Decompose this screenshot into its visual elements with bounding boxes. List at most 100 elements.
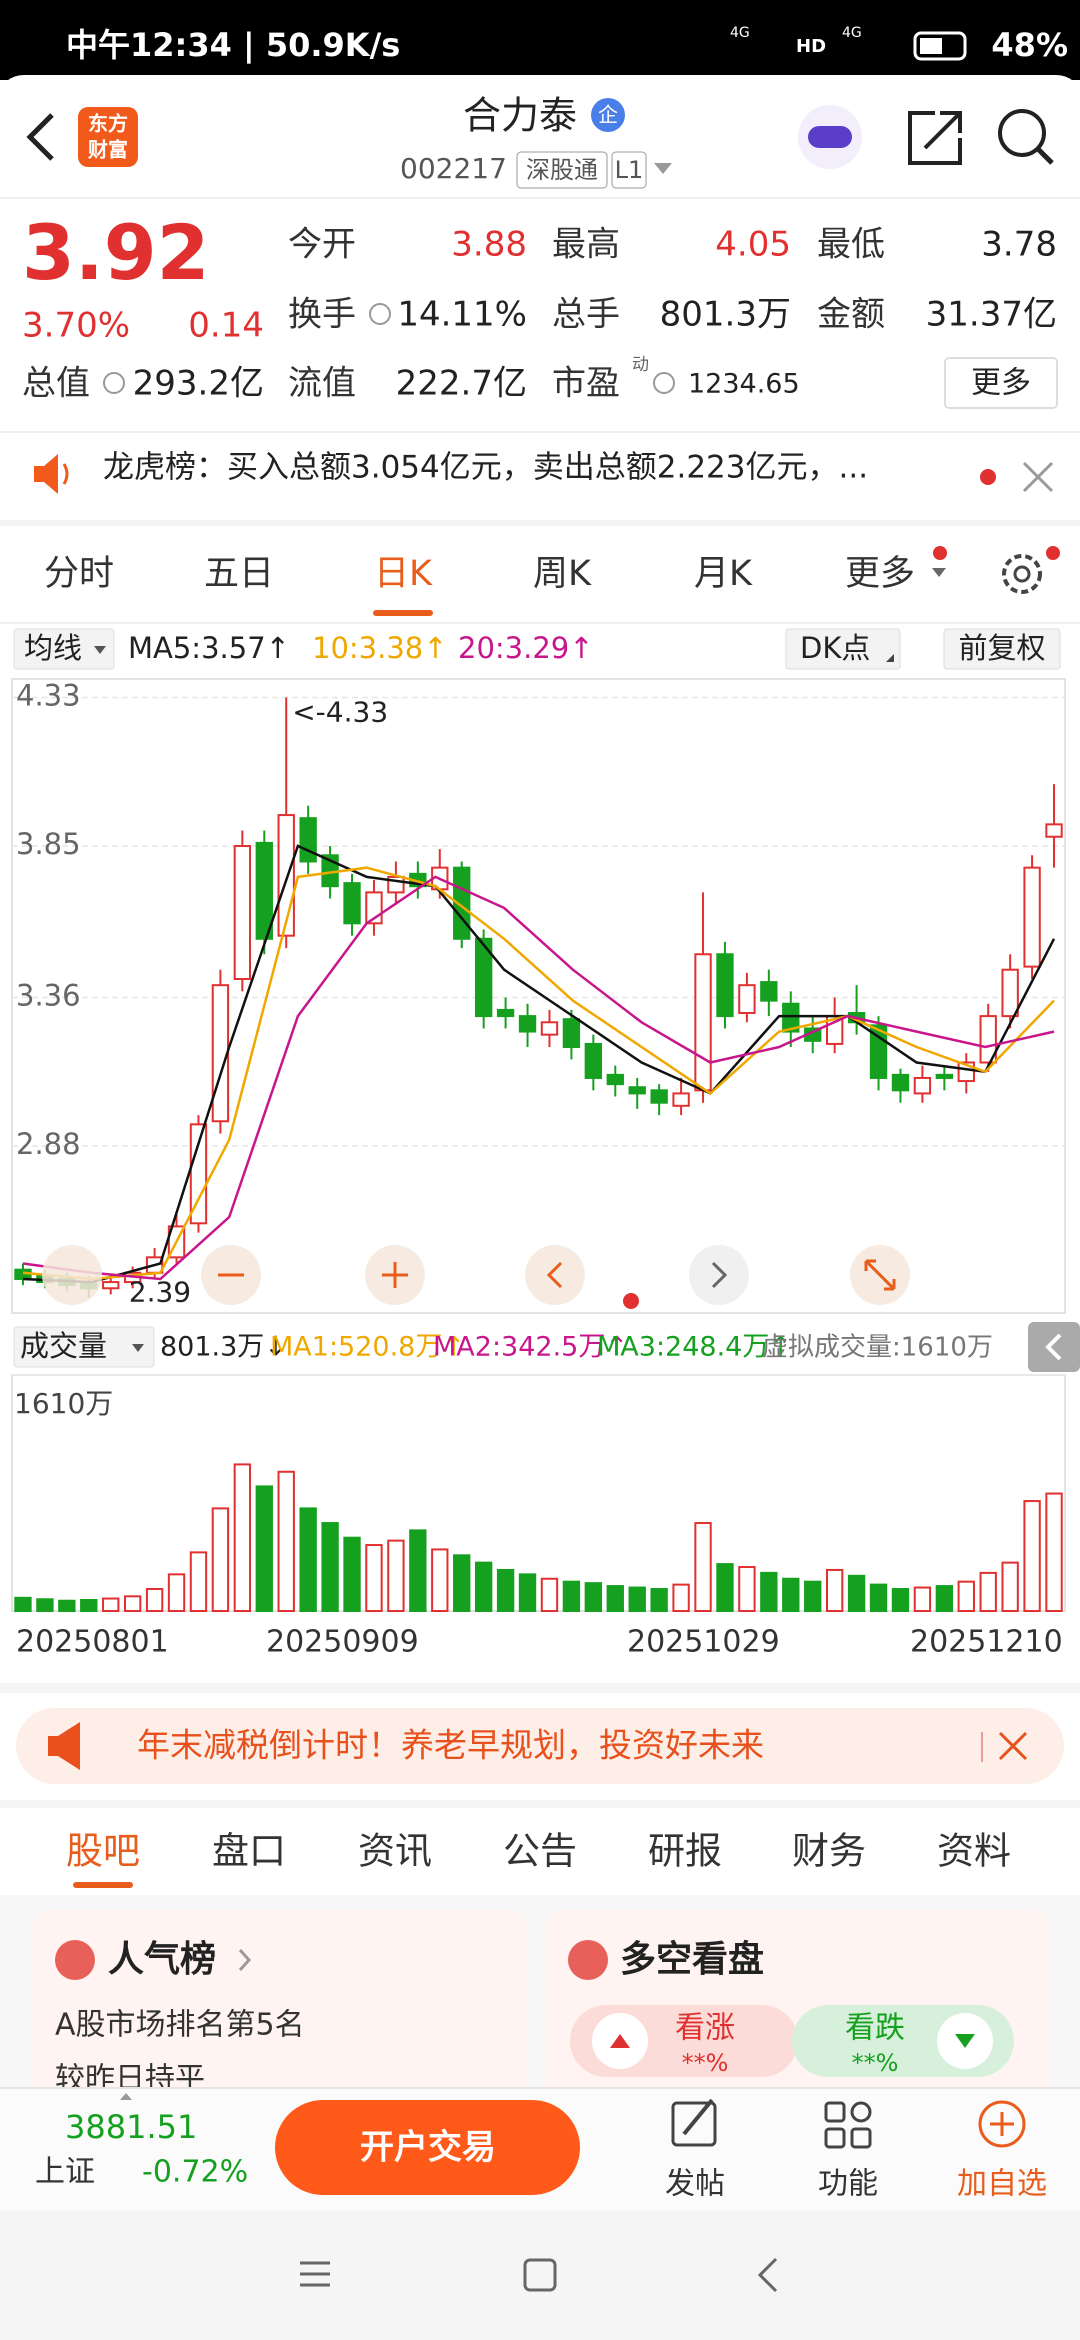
volume-bar — [167, 1573, 186, 1612]
dropdown-icon[interactable] — [654, 163, 672, 174]
left-icon — [546, 1261, 563, 1289]
tab-underline — [73, 1882, 133, 1888]
add-icon[interactable] — [978, 2100, 1026, 2148]
volume-bar — [847, 1574, 866, 1612]
volume-bar — [913, 1586, 932, 1613]
share-icon[interactable] — [908, 111, 962, 165]
candle-body — [255, 841, 273, 940]
info-icon[interactable] — [369, 303, 391, 325]
low-annotation: 2.39 — [129, 1276, 191, 1309]
promo-banner[interactable] — [16, 1708, 1064, 1784]
candle-body — [211, 984, 230, 1123]
dropdown-icon — [94, 646, 106, 654]
close-news[interactable] — [1022, 461, 1054, 493]
field-value: 4.05 — [715, 225, 791, 265]
nav-home[interactable] — [523, 2258, 557, 2292]
back-button[interactable] — [26, 113, 54, 161]
more-button[interactable] — [944, 357, 1058, 409]
content-tab-active[interactable]: 股吧 — [66, 1830, 140, 1873]
volume-bar — [145, 1588, 164, 1613]
bull-icon — [610, 2034, 630, 2048]
content-tab[interactable]: 研报 — [648, 1830, 722, 1873]
header-bg — [0, 75, 1080, 115]
bear-label: 看跌 — [845, 2011, 905, 2046]
search-icon[interactable] — [998, 109, 1046, 157]
content-tab[interactable]: 资料 — [937, 1830, 1011, 1873]
speaker-wave — [62, 463, 69, 485]
nav-menu[interactable] — [300, 2261, 330, 2287]
trade-button[interactable] — [275, 2100, 580, 2195]
field-value: 222.7亿 — [396, 364, 527, 404]
volume-bar — [738, 1566, 756, 1613]
card-title: 多空看盘 — [620, 1938, 764, 1980]
badge — [591, 98, 625, 132]
stock-code: 002217 — [400, 152, 507, 185]
content-tab[interactable]: 财务 — [792, 1830, 866, 1873]
content-tab[interactable]: 资讯 — [358, 1830, 432, 1873]
settings-core — [1013, 565, 1031, 583]
content-tab[interactable]: 公告 — [503, 1830, 577, 1873]
battery-icon — [913, 31, 967, 61]
candle-body — [233, 845, 252, 980]
ma-selector[interactable] — [13, 628, 115, 670]
control-button[interactable] — [525, 1245, 585, 1305]
volume-bar — [1023, 1500, 1041, 1613]
info-icon[interactable] — [103, 372, 125, 394]
volume-bar — [211, 1507, 230, 1613]
stock-name: 合力泰 — [463, 94, 577, 138]
content-tab[interactable]: 盘口 — [212, 1830, 286, 1873]
adjust-button[interactable] — [943, 628, 1061, 670]
tab[interactable]: 月K — [694, 554, 753, 594]
candle-body — [672, 1092, 690, 1107]
candle-body — [299, 817, 317, 863]
status-time: 中午12:34 | 50.9K/s — [66, 26, 400, 65]
divider — [0, 520, 1080, 526]
candle-body — [496, 1008, 515, 1018]
volume-bar — [1001, 1561, 1019, 1612]
add-plus — [990, 2112, 1014, 2136]
tab[interactable]: 分时 — [44, 554, 114, 594]
post-icon[interactable] — [671, 2101, 717, 2147]
tab[interactable]: 更多 — [845, 554, 915, 594]
settings-dot — [1046, 546, 1060, 560]
control-button[interactable] — [689, 1245, 749, 1305]
candle-body — [760, 981, 778, 1002]
high-annotation: <-4.33 — [292, 696, 388, 729]
volume-ma3: MA3:248.4万↑ — [597, 1332, 792, 1363]
volume-bar — [584, 1582, 603, 1612]
dropdown-icon — [132, 1344, 144, 1352]
date-label: 20250801 — [16, 1625, 169, 1660]
control-button[interactable] — [42, 1245, 102, 1305]
card-title: 人气榜 — [108, 1939, 216, 1980]
search-handle — [1036, 147, 1054, 165]
info-icon[interactable] — [653, 372, 675, 394]
volume-tick-label: 1610万 — [14, 1387, 113, 1420]
y-tick-label: 2.88 — [16, 1127, 81, 1161]
volume-selector[interactable] — [13, 1326, 155, 1368]
settings-icon[interactable] — [1002, 554, 1042, 594]
volume-bar — [957, 1580, 975, 1612]
collapse-button[interactable] — [1028, 1322, 1080, 1372]
post-label: 发帖 — [665, 2167, 725, 2202]
func-icon[interactable] — [824, 2101, 846, 2123]
change: 0.14 — [188, 306, 264, 346]
fullscreen-icon — [864, 1259, 896, 1291]
tab-active[interactable]: 日K — [374, 554, 433, 594]
tab[interactable]: 五日 — [204, 554, 274, 594]
volume-bar — [387, 1539, 405, 1613]
dk-button[interactable] — [785, 628, 901, 670]
nav-back[interactable] — [757, 2257, 778, 2293]
field-label: 今开 — [288, 225, 356, 265]
popularity-card[interactable] — [32, 1910, 527, 2110]
signal-label: HD — [796, 36, 826, 57]
news-text[interactable]: 龙虎榜：买入总额3.054亿元，卖出总额2.223亿元，... — [103, 450, 868, 486]
promo-icon — [48, 1722, 80, 1770]
tab[interactable]: 周K — [533, 554, 592, 594]
field-value: 293.2亿 — [133, 364, 264, 404]
index-value[interactable]: 3881.51 — [65, 2108, 197, 2146]
volume-bar — [496, 1568, 515, 1613]
candle-body — [518, 1015, 537, 1033]
more-text: 更多 — [971, 366, 1031, 401]
promo-close[interactable] — [998, 1731, 1028, 1761]
volume-bar — [804, 1580, 822, 1612]
